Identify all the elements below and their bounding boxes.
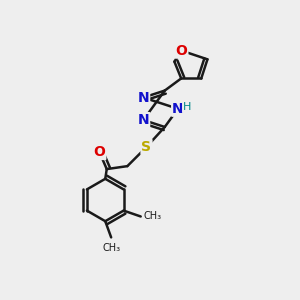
Text: O: O	[93, 145, 105, 159]
Text: O: O	[176, 44, 188, 58]
Text: N: N	[172, 102, 184, 116]
Text: N: N	[137, 113, 149, 127]
Text: H: H	[183, 102, 191, 112]
Text: N: N	[137, 91, 149, 104]
Text: CH₃: CH₃	[102, 243, 120, 253]
Text: S: S	[142, 140, 152, 154]
Text: CH₃: CH₃	[143, 212, 161, 221]
